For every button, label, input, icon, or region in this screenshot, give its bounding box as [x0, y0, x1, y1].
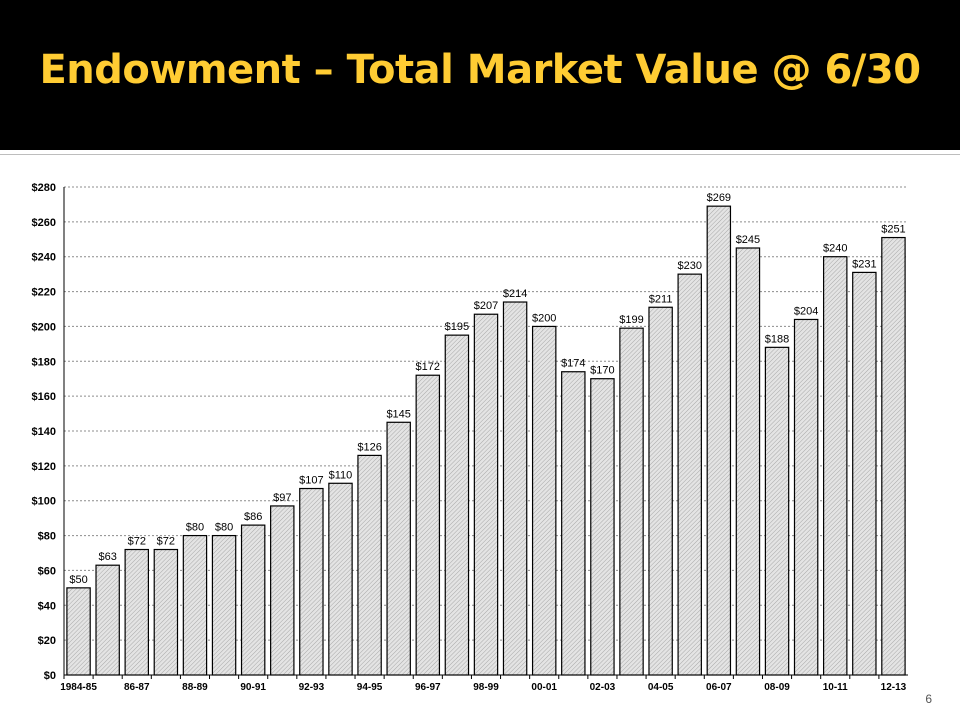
- bar: [357, 454, 382, 676]
- bar-value-label: $145: [386, 408, 410, 420]
- bar: [531, 325, 557, 676]
- bar: [852, 271, 877, 676]
- bar: [473, 313, 499, 676]
- bar: [444, 334, 470, 676]
- bar-value-label: $195: [445, 321, 469, 333]
- bar-value-label: $230: [677, 260, 701, 272]
- y-tick-label: $140: [32, 426, 56, 438]
- y-tick-label: $160: [32, 391, 56, 403]
- x-tick-label: 08-09: [764, 682, 790, 690]
- bar-value-label: $107: [299, 475, 323, 487]
- y-tick-label: $220: [32, 287, 56, 299]
- bar-value-label: $174: [561, 358, 585, 370]
- bar: [735, 247, 761, 676]
- y-tick-label: $100: [32, 496, 56, 508]
- bar: [124, 548, 149, 676]
- x-tick-label: 10-11: [823, 682, 848, 690]
- y-tick-label: $260: [32, 217, 56, 229]
- bar: [677, 273, 702, 676]
- x-tick-label: 12-13: [881, 682, 907, 690]
- title-divider: [0, 150, 960, 155]
- y-tick-label: $60: [38, 565, 56, 577]
- bar: [270, 505, 295, 676]
- bar: [386, 421, 411, 676]
- y-tick-label: $20: [38, 635, 56, 647]
- y-tick-label: $240: [32, 252, 56, 264]
- bar-value-label: $63: [98, 551, 116, 563]
- y-tick-label: $0: [44, 670, 56, 682]
- bar: [415, 374, 441, 676]
- bar-value-label: $200: [532, 312, 556, 324]
- bar: [706, 205, 732, 676]
- bar-value-label: $110: [329, 469, 353, 481]
- y-tick-label: $200: [32, 321, 56, 333]
- bar-value-label: $207: [474, 300, 498, 312]
- bar-value-label: $231: [852, 258, 876, 270]
- bar: [240, 524, 266, 676]
- x-tick-label: 90-91: [240, 682, 266, 690]
- bar-value-label: $172: [416, 361, 440, 373]
- y-axis-tick-labels: $0 $20 $40 $60 $80 $100 $120 $140 $160 $180 $200 $2…: [32, 182, 56, 682]
- bar: [881, 236, 906, 676]
- bar-value-label: $80: [186, 522, 204, 534]
- x-tick-label: 86-87: [124, 682, 150, 690]
- bar-value-label: $269: [707, 192, 731, 204]
- bar: [95, 564, 120, 676]
- y-tick-label: $40: [38, 600, 56, 612]
- bars: [66, 205, 906, 676]
- bar: [648, 306, 673, 676]
- bar-value-label: $170: [590, 365, 614, 377]
- x-tick-label: 02-03: [590, 682, 616, 690]
- bar-value-label: $72: [128, 536, 146, 548]
- x-tick-label: 00-01: [531, 682, 557, 690]
- bar-value-label: $126: [357, 441, 381, 453]
- bar: [793, 318, 819, 676]
- x-tick-label: 88-89: [182, 682, 208, 690]
- x-tick-label: 94-95: [357, 682, 383, 690]
- bar-value-label: $251: [881, 224, 905, 236]
- bar: [822, 256, 848, 676]
- x-tick-label: 06-07: [706, 682, 732, 690]
- x-tick-label: 92-93: [299, 682, 325, 690]
- slide-number: 6: [925, 692, 932, 706]
- bar: [299, 487, 324, 676]
- bar-value-label: $245: [736, 234, 760, 246]
- bar-value-label: $97: [273, 492, 291, 504]
- bar-value-label: $188: [765, 333, 789, 345]
- bar-value-labels: $50 $63 $72 $72 $80 $80 $86 $97 $107 $110 $126 $145…: [69, 192, 905, 586]
- bar: [182, 534, 208, 676]
- bar-value-label: $80: [215, 522, 233, 534]
- bar-value-label: $240: [823, 243, 847, 255]
- x-tick-label: 98-99: [473, 682, 499, 690]
- bar: [561, 371, 586, 676]
- bar: [619, 327, 644, 676]
- bar-value-label: $72: [157, 536, 175, 548]
- bar: [211, 534, 237, 676]
- y-tick-label: $280: [32, 182, 56, 194]
- title-bar: Endowment – Total Market Value @ 6/30: [0, 0, 960, 150]
- bar: [328, 482, 353, 676]
- x-axis-tick-labels: 1984-85 86-87 88-89 90-91 92-93 94-95 96-97 98-…: [60, 682, 906, 690]
- bar: [153, 548, 179, 676]
- bar-value-label: $211: [649, 293, 673, 305]
- slide-title: Endowment – Total Market Value @ 6/30: [39, 47, 921, 93]
- x-tick-label: 04-05: [648, 682, 674, 690]
- bar-value-label: $204: [794, 305, 818, 317]
- x-tick-label: 96-97: [415, 682, 441, 690]
- y-tick-label: $180: [32, 356, 56, 368]
- bar: [590, 378, 615, 676]
- bar: [764, 346, 790, 676]
- bar: [66, 587, 91, 676]
- bar-value-label: $199: [619, 314, 643, 326]
- y-tick-label: $80: [38, 531, 56, 543]
- bar-value-label: $214: [503, 288, 527, 300]
- x-tick-label: 1984-85: [60, 682, 97, 690]
- bar-value-label: $86: [244, 511, 262, 523]
- bar-value-label: $50: [69, 574, 87, 586]
- bar: [502, 301, 528, 676]
- y-tick-label: $120: [32, 461, 56, 473]
- bar-chart: $0 $20 $40 $60 $80 $100 $120 $140 $160 $180 $200 $2…: [32, 182, 908, 690]
